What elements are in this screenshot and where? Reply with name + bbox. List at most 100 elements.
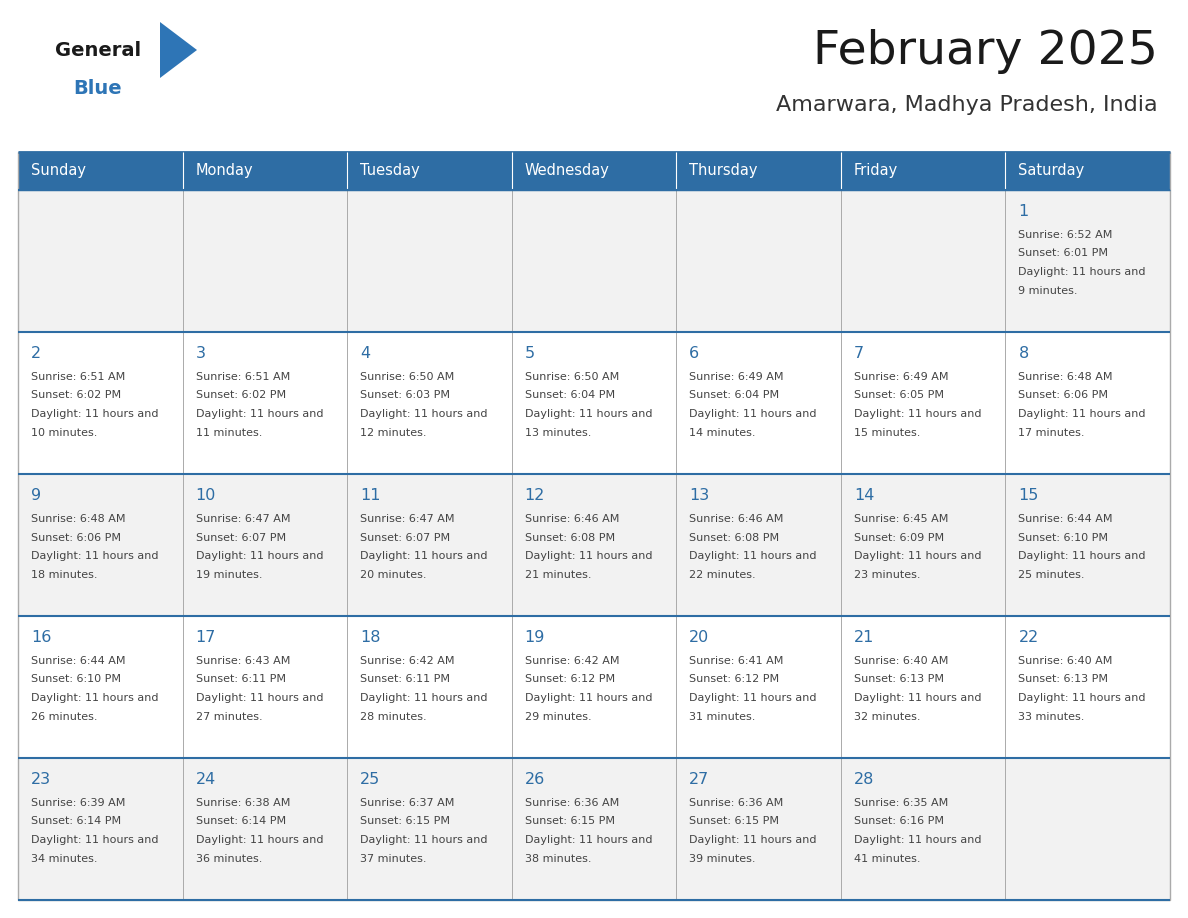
Text: 6: 6: [689, 346, 700, 361]
Text: Daylight: 11 hours and: Daylight: 11 hours and: [360, 835, 487, 845]
Text: Sunset: 6:07 PM: Sunset: 6:07 PM: [360, 532, 450, 543]
Text: Sunset: 6:14 PM: Sunset: 6:14 PM: [31, 816, 121, 826]
Bar: [347, 152, 512, 190]
Bar: [841, 758, 1005, 900]
Bar: [18, 152, 1170, 900]
Text: 22 minutes.: 22 minutes.: [689, 569, 756, 579]
Bar: [1005, 758, 1170, 900]
Text: 23 minutes.: 23 minutes.: [854, 569, 921, 579]
Text: 25: 25: [360, 772, 380, 787]
Text: Sunrise: 6:49 AM: Sunrise: 6:49 AM: [854, 372, 948, 382]
Text: Daylight: 11 hours and: Daylight: 11 hours and: [360, 551, 487, 561]
Text: 15: 15: [1018, 488, 1038, 503]
Text: 8: 8: [1018, 346, 1029, 361]
Bar: [18, 190, 183, 332]
Text: 10: 10: [196, 488, 216, 503]
Text: Thursday: Thursday: [689, 163, 758, 178]
Text: Sunrise: 6:36 AM: Sunrise: 6:36 AM: [689, 798, 784, 808]
Text: 13: 13: [689, 488, 709, 503]
Text: Daylight: 11 hours and: Daylight: 11 hours and: [854, 835, 981, 845]
Bar: [1005, 616, 1170, 758]
Bar: [347, 616, 512, 758]
Bar: [512, 190, 676, 332]
Bar: [347, 474, 512, 616]
Text: Sunrise: 6:50 AM: Sunrise: 6:50 AM: [525, 372, 619, 382]
Text: Daylight: 11 hours and: Daylight: 11 hours and: [1018, 267, 1146, 277]
Bar: [18, 616, 183, 758]
Text: 19 minutes.: 19 minutes.: [196, 569, 263, 579]
Text: 25 minutes.: 25 minutes.: [1018, 569, 1085, 579]
Text: 19: 19: [525, 630, 545, 645]
Bar: [347, 190, 512, 332]
Text: Sunset: 6:16 PM: Sunset: 6:16 PM: [854, 816, 943, 826]
Text: 12: 12: [525, 488, 545, 503]
Bar: [676, 474, 841, 616]
Text: Daylight: 11 hours and: Daylight: 11 hours and: [854, 693, 981, 703]
Bar: [512, 152, 676, 190]
Bar: [183, 474, 347, 616]
Bar: [183, 190, 347, 332]
Text: Sunrise: 6:48 AM: Sunrise: 6:48 AM: [31, 514, 126, 524]
Text: Sunrise: 6:48 AM: Sunrise: 6:48 AM: [1018, 372, 1113, 382]
Bar: [183, 616, 347, 758]
Text: Sunset: 6:09 PM: Sunset: 6:09 PM: [854, 532, 944, 543]
Text: 34 minutes.: 34 minutes.: [31, 854, 97, 864]
Text: Daylight: 11 hours and: Daylight: 11 hours and: [196, 409, 323, 419]
Text: 29 minutes.: 29 minutes.: [525, 711, 592, 722]
Bar: [1005, 190, 1170, 332]
Bar: [1005, 332, 1170, 474]
Text: 20: 20: [689, 630, 709, 645]
Text: Tuesday: Tuesday: [360, 163, 419, 178]
Text: 28 minutes.: 28 minutes.: [360, 711, 426, 722]
Text: Sunrise: 6:44 AM: Sunrise: 6:44 AM: [1018, 514, 1113, 524]
Text: Sunrise: 6:46 AM: Sunrise: 6:46 AM: [689, 514, 784, 524]
Text: 38 minutes.: 38 minutes.: [525, 854, 592, 864]
Text: Sunset: 6:14 PM: Sunset: 6:14 PM: [196, 816, 285, 826]
Text: Sunset: 6:10 PM: Sunset: 6:10 PM: [31, 675, 121, 685]
Text: 39 minutes.: 39 minutes.: [689, 854, 756, 864]
Text: Daylight: 11 hours and: Daylight: 11 hours and: [1018, 409, 1146, 419]
Text: 24: 24: [196, 772, 216, 787]
Bar: [841, 616, 1005, 758]
Text: 23: 23: [31, 772, 51, 787]
Text: Daylight: 11 hours and: Daylight: 11 hours and: [1018, 693, 1146, 703]
Text: 9 minutes.: 9 minutes.: [1018, 285, 1078, 296]
Bar: [18, 152, 183, 190]
Bar: [512, 758, 676, 900]
Text: Wednesday: Wednesday: [525, 163, 609, 178]
Bar: [1005, 474, 1170, 616]
Text: February 2025: February 2025: [813, 29, 1158, 74]
Text: 5: 5: [525, 346, 535, 361]
Text: 22: 22: [1018, 630, 1038, 645]
Text: 14 minutes.: 14 minutes.: [689, 428, 756, 438]
Text: Daylight: 11 hours and: Daylight: 11 hours and: [689, 409, 817, 419]
Text: Daylight: 11 hours and: Daylight: 11 hours and: [854, 551, 981, 561]
Text: 2: 2: [31, 346, 42, 361]
Text: 36 minutes.: 36 minutes.: [196, 854, 261, 864]
Text: Daylight: 11 hours and: Daylight: 11 hours and: [196, 835, 323, 845]
Text: 9: 9: [31, 488, 42, 503]
Bar: [18, 474, 183, 616]
Text: Daylight: 11 hours and: Daylight: 11 hours and: [360, 693, 487, 703]
Text: Sunrise: 6:52 AM: Sunrise: 6:52 AM: [1018, 230, 1113, 240]
Text: Daylight: 11 hours and: Daylight: 11 hours and: [525, 835, 652, 845]
Text: 26: 26: [525, 772, 545, 787]
Text: Sunset: 6:02 PM: Sunset: 6:02 PM: [196, 390, 285, 400]
Text: Sunset: 6:07 PM: Sunset: 6:07 PM: [196, 532, 285, 543]
Text: Sunset: 6:13 PM: Sunset: 6:13 PM: [1018, 675, 1108, 685]
Text: 32 minutes.: 32 minutes.: [854, 711, 921, 722]
Text: Sunset: 6:02 PM: Sunset: 6:02 PM: [31, 390, 121, 400]
Text: General: General: [55, 40, 141, 60]
Text: 16: 16: [31, 630, 51, 645]
Text: Sunset: 6:03 PM: Sunset: 6:03 PM: [360, 390, 450, 400]
Text: Sunrise: 6:40 AM: Sunrise: 6:40 AM: [1018, 656, 1113, 666]
Text: Blue: Blue: [72, 79, 121, 97]
Text: 12 minutes.: 12 minutes.: [360, 428, 426, 438]
Text: Daylight: 11 hours and: Daylight: 11 hours and: [360, 409, 487, 419]
Text: Sunset: 6:10 PM: Sunset: 6:10 PM: [1018, 532, 1108, 543]
Text: 15 minutes.: 15 minutes.: [854, 428, 921, 438]
Bar: [347, 332, 512, 474]
Text: Daylight: 11 hours and: Daylight: 11 hours and: [31, 409, 158, 419]
Text: 7: 7: [854, 346, 864, 361]
Text: 3: 3: [196, 346, 206, 361]
